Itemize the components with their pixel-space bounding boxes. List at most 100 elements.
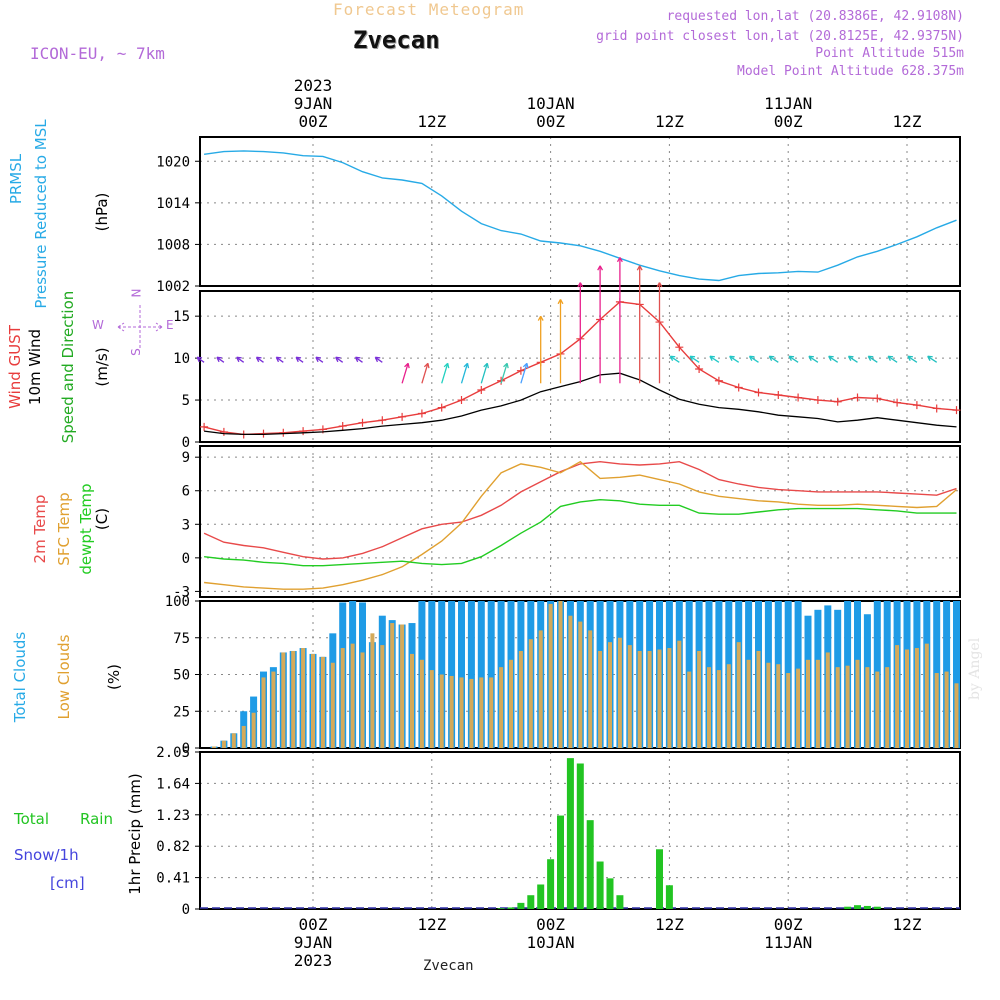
low-cloud-bar: [796, 668, 801, 748]
gust-marker: [794, 393, 803, 402]
gust-marker: [853, 393, 862, 402]
low-cloud-bar: [726, 664, 731, 748]
gust-marker: [338, 422, 347, 431]
wind-direction-arrowhead: [689, 355, 696, 362]
requested-coords: requested lon,lat (20.8386E, 42.9108N): [666, 9, 964, 24]
wind-ytick-label: 10: [173, 351, 190, 367]
wind-direction-arrow: [867, 355, 878, 363]
low-cloud-bar: [360, 652, 365, 748]
rain-bar: [497, 908, 505, 909]
low-cloud-bar: [281, 652, 286, 748]
temperature-ytick-label: 0: [182, 551, 190, 567]
wind-ytick-label: 5: [182, 393, 190, 409]
low-cloud-bar: [806, 659, 810, 748]
wind-direction-arrowhead: [483, 362, 489, 369]
pressure-line: [204, 150, 957, 282]
low-cloud-bar: [934, 673, 939, 748]
wind-direction-arrowhead: [463, 362, 470, 369]
footer-location: Zvecan: [423, 958, 474, 974]
rain-bar: [854, 905, 861, 909]
low-cloud-bar: [905, 649, 909, 748]
low-cloud-bar: [558, 601, 563, 748]
wind-direction-arrowhead: [709, 355, 715, 362]
precip-ytick-label: 2.05: [156, 745, 190, 761]
pressure-ytick-label: 1014: [156, 196, 190, 212]
low-cloud-bar: [657, 649, 662, 748]
precip-ytick-label: 0.82: [156, 839, 190, 855]
gust-marker: [417, 409, 426, 418]
top-time-label: 9JAN: [294, 94, 333, 113]
rain-bar: [863, 905, 871, 909]
top-time-label: 11JAN: [764, 94, 812, 113]
wind-direction-arrow: [907, 355, 918, 363]
wind-direction-arrowhead: [557, 299, 564, 305]
gust-marker: [714, 376, 723, 385]
clouds-ytick-label: 0: [182, 741, 190, 757]
low-cloud-bar: [212, 746, 216, 748]
pressure-ytick-label: 1002: [156, 279, 190, 295]
wind-direction-arrowhead: [788, 355, 795, 362]
low-cloud-bar: [548, 603, 553, 748]
low-cloud-bar: [301, 648, 306, 748]
wind-direction-arrow: [689, 355, 700, 363]
wind-direction-arrow: [355, 356, 363, 363]
gust-marker: [734, 383, 743, 392]
low-cloud-bar: [954, 683, 959, 748]
low-cloud-bar: [469, 678, 474, 748]
gust-marker: [833, 397, 842, 406]
top-time-label: 12Z: [893, 112, 922, 131]
wind-direction-arrow: [828, 355, 839, 363]
grid-point-coords: grid point closest lon,lat (20.8125E, 42…: [596, 29, 964, 44]
gust-marker: [358, 418, 367, 427]
gust-marker: [516, 366, 525, 375]
low-cloud-bar: [756, 650, 761, 748]
bottom-time-label: 00Z: [299, 915, 328, 934]
low-cloud-bar: [736, 642, 741, 748]
low-cloud-bar: [716, 670, 721, 748]
top-time-label: 12Z: [655, 112, 684, 131]
rain-bar: [665, 885, 673, 909]
snow-unit: [cm]: [50, 874, 85, 892]
low-cloud-bar: [429, 670, 434, 748]
wind-direction-arrowhead: [597, 265, 604, 271]
wind-direction-arrow: [848, 355, 858, 363]
temperature-ytick-label: 3: [182, 517, 190, 533]
low-cloud-bar: [895, 645, 900, 748]
gust-marker: [952, 406, 961, 415]
low-cloud-bar: [271, 671, 276, 748]
rain-bar: [576, 763, 584, 909]
wind-direction-arrowhead: [404, 362, 410, 369]
low-cloud-bar: [231, 733, 236, 748]
wind-direction-arrow: [216, 356, 225, 363]
rain-bar: [527, 895, 535, 909]
low-cloud-bar: [776, 664, 781, 748]
bottom-time-label: 11JAN: [764, 933, 812, 952]
temperature-frame: [199, 445, 961, 598]
snow-label: Snow/1h: [14, 846, 79, 864]
gust-marker: [695, 365, 704, 374]
top-time-label: 00Z: [774, 112, 803, 131]
wind-direction-arrowhead: [636, 265, 643, 271]
wind-direction-arrow: [401, 363, 409, 384]
wind-direction-arrow: [421, 363, 429, 384]
wind-ytick-label: 15: [173, 309, 190, 325]
rain-bar: [547, 859, 555, 909]
wind-direction-arrow: [669, 355, 680, 363]
wind-direction-arrow: [520, 363, 528, 384]
low-cloud-bar: [221, 740, 226, 748]
wind-direction-arrowhead: [867, 355, 874, 362]
wind-direction-arrowhead: [847, 355, 854, 362]
point-altitude: Point Altitude 515m: [815, 46, 964, 61]
rain-bar: [616, 895, 624, 909]
low-cloud-bar: [380, 645, 385, 748]
pressure-ytick-label: 1008: [156, 237, 190, 253]
wind-direction-arrowhead: [907, 355, 913, 362]
low-cloud-bar: [627, 645, 632, 748]
bottom-time-label: 12Z: [655, 915, 684, 934]
wind-direction-arrow: [887, 355, 898, 363]
model-label: ICON-EU, ~ 7km: [30, 44, 165, 63]
total-cloud-bar: [448, 601, 456, 748]
rain-bar: [596, 861, 604, 909]
low-cloud-bar: [439, 674, 444, 748]
rain-bar: [586, 820, 594, 909]
